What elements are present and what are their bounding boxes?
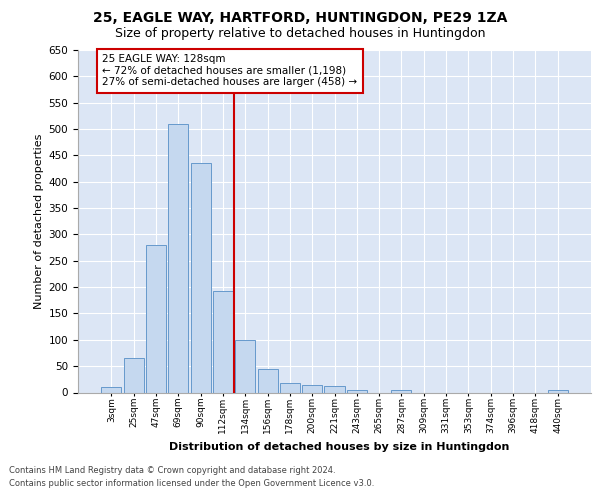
Bar bbox=[146, 245, 166, 392]
Bar bbox=[325, 386, 344, 392]
Bar bbox=[391, 390, 412, 392]
Text: Contains public sector information licensed under the Open Government Licence v3: Contains public sector information licen… bbox=[9, 479, 374, 488]
Text: 25 EAGLE WAY: 128sqm
← 72% of detached houses are smaller (1,198)
27% of semi-de: 25 EAGLE WAY: 128sqm ← 72% of detached h… bbox=[103, 54, 358, 88]
Bar bbox=[124, 358, 144, 392]
Y-axis label: Number of detached properties: Number of detached properties bbox=[34, 134, 44, 309]
Text: Distribution of detached houses by size in Huntingdon: Distribution of detached houses by size … bbox=[169, 442, 509, 452]
Text: Contains HM Land Registry data © Crown copyright and database right 2024.: Contains HM Land Registry data © Crown c… bbox=[9, 466, 335, 475]
Bar bbox=[302, 384, 322, 392]
Text: Size of property relative to detached houses in Huntingdon: Size of property relative to detached ho… bbox=[115, 28, 485, 40]
Bar bbox=[280, 383, 300, 392]
Bar bbox=[347, 390, 367, 392]
Bar bbox=[213, 292, 233, 392]
Bar bbox=[168, 124, 188, 392]
Bar bbox=[548, 390, 568, 392]
Text: 25, EAGLE WAY, HARTFORD, HUNTINGDON, PE29 1ZA: 25, EAGLE WAY, HARTFORD, HUNTINGDON, PE2… bbox=[93, 11, 507, 25]
Bar bbox=[191, 164, 211, 392]
Bar bbox=[235, 340, 255, 392]
Bar bbox=[101, 387, 121, 392]
Bar bbox=[257, 369, 278, 392]
